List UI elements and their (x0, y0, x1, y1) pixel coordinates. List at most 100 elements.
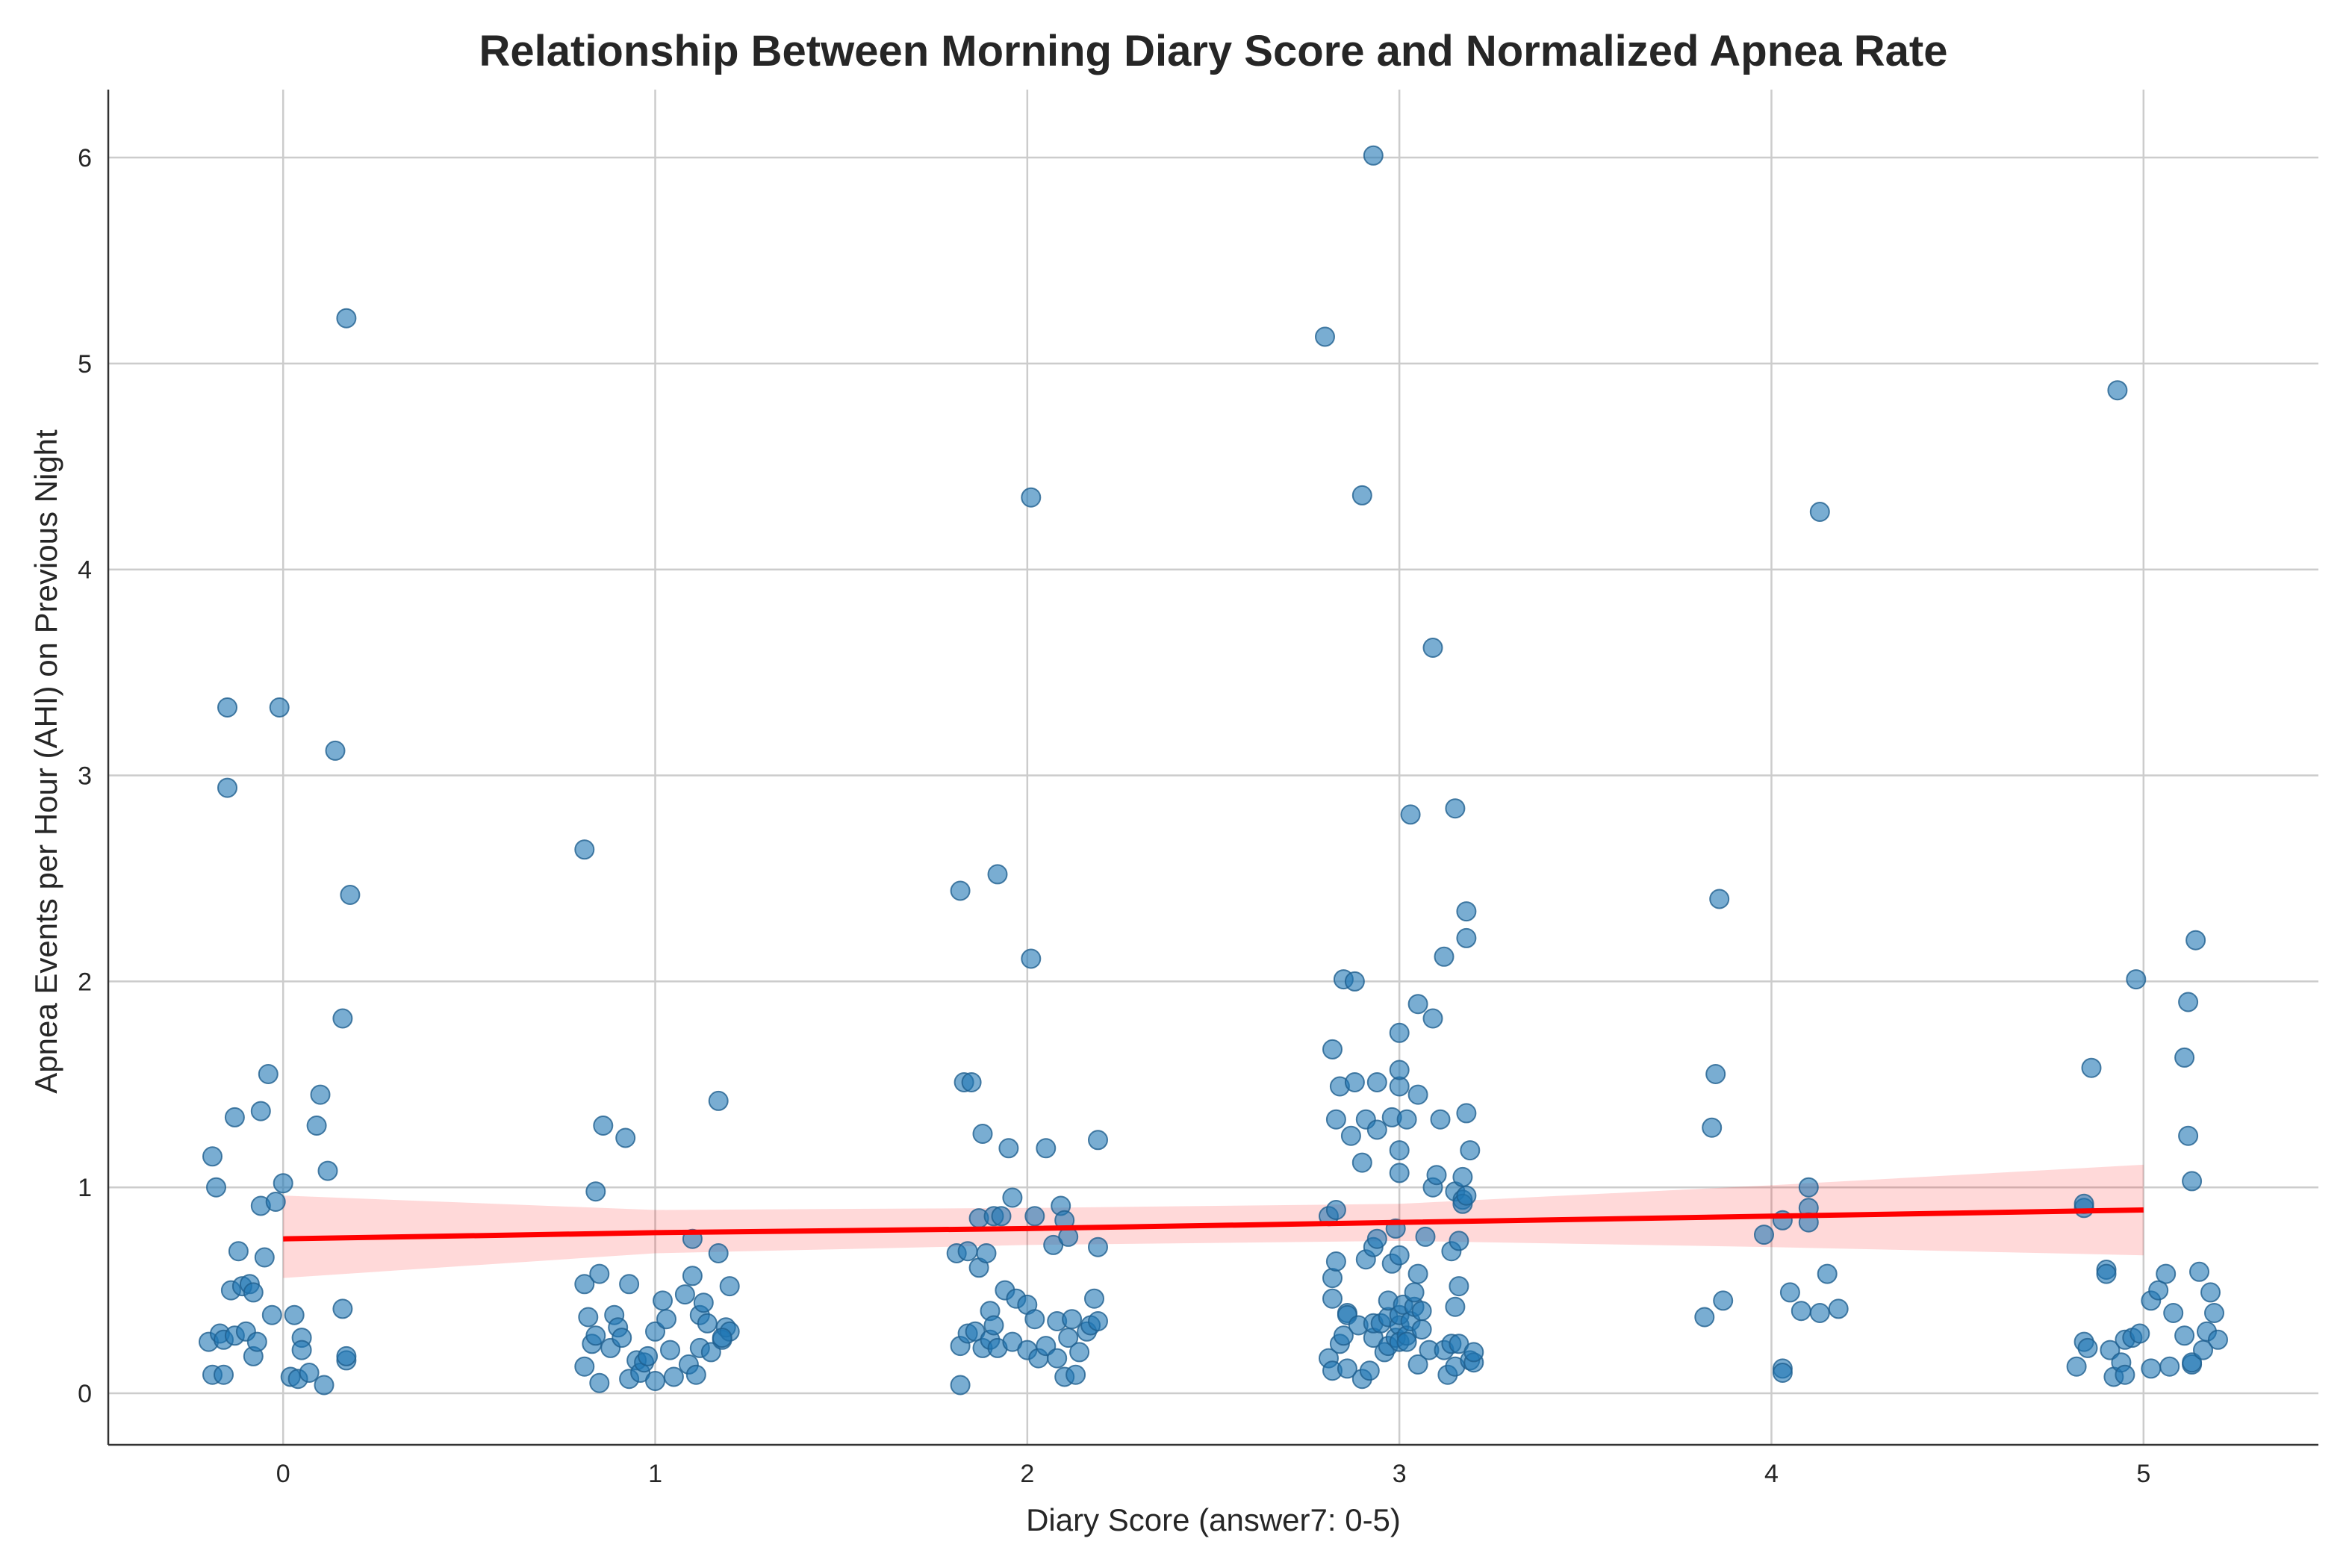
regression-line (283, 1207, 2144, 1242)
data-point (574, 1356, 595, 1377)
data-point (2200, 1282, 2221, 1303)
data-point (1779, 1282, 1800, 1303)
data-point (708, 1243, 729, 1263)
data-point (578, 1307, 599, 1328)
data-point (1452, 1166, 1473, 1187)
data-point (1062, 1309, 1083, 1330)
data-point (332, 1298, 353, 1319)
data-point (619, 1274, 640, 1295)
data-point (2100, 1340, 2121, 1360)
data-point (2178, 1125, 2199, 1146)
data-point (202, 1146, 223, 1167)
data-point (2204, 1303, 2224, 1323)
data-point (656, 1309, 676, 1330)
data-point (589, 1263, 610, 1284)
data-point (1460, 1140, 1481, 1161)
data-point (950, 1375, 971, 1396)
data-point (217, 697, 237, 718)
x-tick-labels: 0 1 2 3 4 5 (276, 1460, 2151, 1488)
data-point (1325, 1109, 1346, 1130)
data-point (1322, 1039, 1343, 1060)
data-point (1021, 487, 1042, 508)
data-point (1809, 502, 1830, 522)
data-point (693, 1292, 714, 1313)
data-point (1426, 1165, 1447, 1186)
data-point (1411, 1319, 1432, 1340)
data-point (1407, 1354, 1428, 1375)
regression-layer (283, 1207, 2144, 1242)
data-point (674, 1284, 695, 1305)
data-point (574, 839, 595, 860)
points-layer (199, 145, 2228, 1396)
data-point (1351, 1152, 1372, 1173)
data-point (1456, 1185, 1477, 1206)
data-point (1463, 1342, 1484, 1363)
data-point (1817, 1263, 1838, 1284)
y-tick-label: 5 (78, 350, 92, 379)
data-point (246, 1331, 267, 1352)
data-point (972, 1124, 993, 1144)
data-point (708, 1090, 729, 1111)
data-point (2107, 380, 2128, 401)
data-point (1456, 927, 1477, 948)
data-point (273, 1173, 293, 1194)
data-point (2115, 1364, 2135, 1385)
data-point (1772, 1363, 1793, 1383)
data-point (2178, 992, 2199, 1012)
data-point (1322, 1268, 1343, 1289)
data-point (961, 1072, 982, 1092)
data-point (1322, 1288, 1343, 1309)
data-point (1798, 1177, 1819, 1198)
data-point (2066, 1356, 2087, 1377)
data-point (645, 1371, 665, 1391)
data-point (1407, 994, 1428, 1015)
data-point (1047, 1348, 1068, 1369)
data-point (214, 1364, 234, 1385)
data-point (2174, 1325, 2195, 1346)
data-point (1400, 804, 1421, 825)
data-point (2141, 1358, 2162, 1379)
data-point (1445, 1296, 1466, 1317)
data-point (1344, 1072, 1365, 1092)
data-point (1422, 1008, 1443, 1029)
data-point (1069, 1342, 1090, 1363)
data-point (336, 1345, 357, 1366)
data-point (1828, 1298, 1849, 1319)
data-point (336, 308, 357, 329)
data-point (1694, 1307, 1715, 1328)
data-point (1415, 1226, 1436, 1247)
x-tick-label: 5 (2136, 1460, 2150, 1488)
data-point (1389, 1022, 1410, 1043)
data-point (1366, 1228, 1387, 1249)
data-point (957, 1241, 978, 1262)
data-point (1389, 1245, 1410, 1266)
data-point (1411, 1301, 1432, 1322)
data-point (685, 1364, 706, 1385)
data-point (1024, 1206, 1045, 1227)
data-point (2126, 969, 2147, 990)
data-point (1445, 798, 1466, 819)
data-point (206, 1177, 226, 1198)
data-point (1344, 971, 1365, 992)
data-point (1351, 485, 1372, 505)
data-point (1791, 1301, 1811, 1322)
data-point (2174, 1047, 2195, 1068)
data-point (217, 777, 237, 798)
data-point (1705, 1064, 1726, 1084)
data-point (243, 1282, 264, 1303)
y-tick-labels: 0 1 2 3 4 5 6 (78, 144, 92, 1408)
data-point (261, 1304, 282, 1325)
data-point (2156, 1263, 2177, 1284)
data-point (269, 697, 290, 718)
data-point (1456, 1103, 1477, 1124)
data-point (1325, 1200, 1346, 1220)
data-point (589, 1372, 610, 1393)
data-point (1430, 1109, 1451, 1130)
data-point (2189, 1261, 2209, 1282)
data-point (1363, 145, 1384, 166)
data-point (1024, 1309, 1045, 1330)
data-point (712, 1328, 732, 1348)
data-point (585, 1181, 606, 1202)
data-point (2182, 1171, 2203, 1192)
data-point (1389, 1140, 1410, 1161)
